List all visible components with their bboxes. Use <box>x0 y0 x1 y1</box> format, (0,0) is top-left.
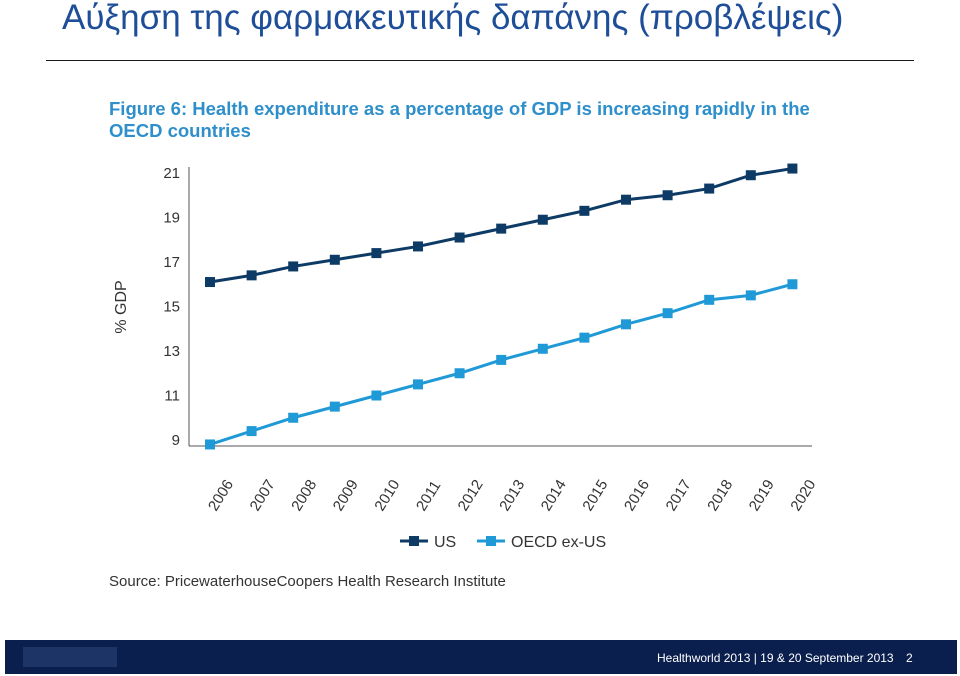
data-point-marker <box>745 170 756 181</box>
legend-label: US <box>434 534 456 551</box>
data-point-marker <box>787 163 798 174</box>
y-tick-label: 17 <box>163 254 180 271</box>
data-point-marker <box>621 319 631 330</box>
x-tick-label: 2010 <box>371 477 403 514</box>
line-chart: % GDP 9 11 13 15 17 19 21 2006 2007 2008 2009 2010… <box>113 163 820 551</box>
footer-bar: Healthworld 2013 | 19 & 20 September 201… <box>5 640 957 674</box>
x-tick-label: 2013 <box>496 477 528 514</box>
data-point-marker <box>371 248 382 259</box>
data-point-marker <box>745 290 756 301</box>
data-point-marker <box>246 270 257 281</box>
x-tick-label: 2006 <box>205 477 237 514</box>
title-divider <box>46 60 914 61</box>
data-point-marker <box>371 390 382 401</box>
source-note: Source: PricewaterhouseCoopers Health Re… <box>109 573 506 590</box>
data-point-marker <box>246 426 257 437</box>
series-lines <box>205 163 798 450</box>
data-point-marker <box>579 332 590 343</box>
x-tick-label: 2008 <box>288 477 320 514</box>
legend: US OECD ex-US <box>400 534 606 551</box>
y-tick-label: 11 <box>164 388 180 405</box>
legend-label: OECD ex-US <box>511 534 606 551</box>
data-point-marker <box>704 294 715 305</box>
x-tick-label: 2020 <box>787 477 819 514</box>
x-tick-label: 2009 <box>330 477 362 514</box>
x-tick-label: 2014 <box>538 477 570 514</box>
data-point-marker <box>537 343 548 354</box>
y-tick-labels: 9 11 13 15 17 19 21 <box>163 165 180 449</box>
data-point-marker <box>288 261 299 272</box>
legend-marker <box>409 536 419 546</box>
y-tick-label: 15 <box>163 299 180 316</box>
data-point-marker <box>662 308 673 319</box>
data-point-marker <box>329 401 340 412</box>
footer-logo <box>23 647 117 667</box>
x-tick-label: 2019 <box>746 477 778 514</box>
data-point-marker <box>496 223 507 234</box>
data-point-marker <box>454 368 465 379</box>
x-tick-label: 2011 <box>413 478 445 514</box>
data-point-marker <box>454 232 465 243</box>
data-point-marker <box>205 277 215 288</box>
data-point-marker <box>537 214 548 225</box>
legend-marker <box>486 536 496 546</box>
data-point-marker <box>329 254 340 265</box>
y-tick-label: 19 <box>163 210 180 227</box>
x-tick-label: 2007 <box>247 477 279 514</box>
y-tick-label: 21 <box>163 165 180 182</box>
data-point-marker <box>496 354 507 365</box>
x-tick-label: 2016 <box>621 477 653 514</box>
y-tick-label: 9 <box>172 432 180 449</box>
figure-caption: Figure 6: Health expenditure as a percen… <box>109 98 810 141</box>
slide-title: Αύξηση της φαρμακευτικής δαπάνης (προβλέ… <box>62 0 844 37</box>
axes <box>188 167 812 447</box>
y-axis-title: % GDP <box>113 280 130 333</box>
data-point-marker <box>787 279 798 290</box>
data-point-marker <box>413 379 423 390</box>
data-point-marker <box>413 241 423 252</box>
data-point-marker <box>288 412 299 423</box>
footer-event-text: Healthworld 2013 | 19 & 20 September 201… <box>657 651 894 665</box>
data-point-marker <box>205 439 215 450</box>
y-axis-label: % GDP <box>113 280 130 333</box>
x-tick-label: 2015 <box>579 477 611 514</box>
y-tick-label: 13 <box>163 343 180 360</box>
page-number: 2 <box>906 651 913 665</box>
x-tick-labels: 2006 2007 2008 2009 2010 2011 2012 2013 2014 2015… <box>205 477 820 514</box>
data-point-marker <box>662 190 673 201</box>
data-point-marker <box>704 183 715 194</box>
x-tick-label: 2018 <box>704 477 736 514</box>
data-point-marker <box>579 205 590 216</box>
data-point-marker <box>621 194 631 205</box>
x-tick-label: 2012 <box>455 477 487 514</box>
x-tick-label: 2017 <box>663 477 695 514</box>
